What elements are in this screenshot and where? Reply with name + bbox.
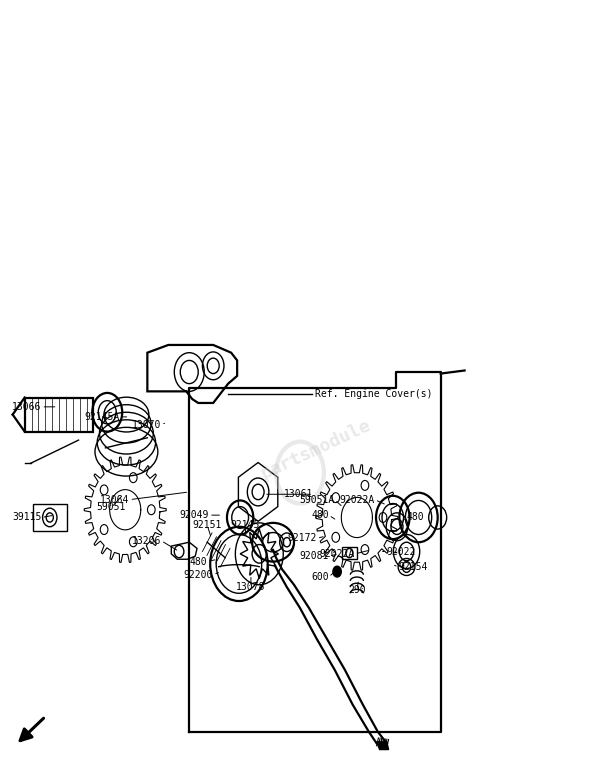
Text: 59051: 59051	[97, 502, 126, 512]
Text: partsmodule: partsmodule	[258, 416, 374, 483]
Text: 13064: 13064	[100, 494, 130, 505]
Text: 92081: 92081	[299, 551, 329, 561]
Text: 92145A: 92145A	[84, 412, 119, 422]
Text: 92022A: 92022A	[320, 549, 355, 559]
Text: 13070: 13070	[132, 419, 161, 429]
Bar	[342, 547, 357, 560]
Text: 480: 480	[190, 556, 207, 567]
Text: 600: 600	[311, 572, 329, 582]
Circle shape	[333, 567, 341, 577]
Text: 13206: 13206	[132, 536, 161, 546]
Text: 290: 290	[348, 585, 365, 595]
Text: 92172: 92172	[287, 533, 317, 543]
Text: 13066: 13066	[12, 402, 41, 412]
Text: 480: 480	[311, 510, 329, 520]
Text: 92145: 92145	[230, 520, 260, 530]
Text: 92049: 92049	[179, 510, 209, 520]
Text: 13078: 13078	[236, 582, 266, 592]
Bar	[25, 398, 94, 432]
Text: 92200: 92200	[184, 570, 213, 580]
Text: 92154: 92154	[399, 562, 428, 572]
Text: Ref. Engine Cover(s): Ref. Engine Cover(s)	[315, 389, 433, 398]
Text: 92151: 92151	[193, 520, 222, 530]
Polygon shape	[377, 742, 389, 749]
Text: 13061: 13061	[284, 489, 313, 499]
Bar	[33, 504, 67, 532]
Text: 92022A: 92022A	[340, 494, 375, 505]
Text: 39115: 39115	[12, 512, 41, 522]
Text: 480: 480	[407, 512, 424, 522]
Text: 92022: 92022	[387, 546, 416, 556]
Text: 59051A: 59051A	[299, 494, 335, 505]
